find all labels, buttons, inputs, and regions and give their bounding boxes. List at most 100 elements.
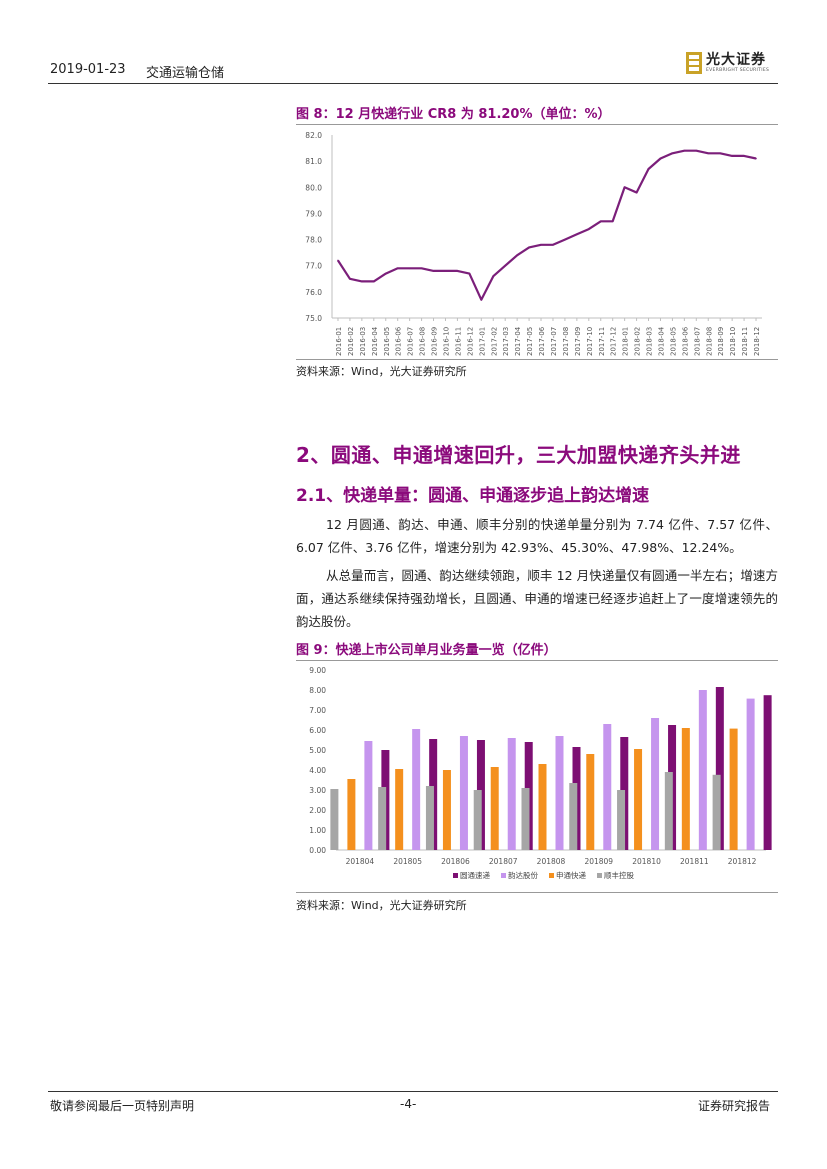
figure-9-top-rule	[296, 660, 778, 661]
x-tick-label: 2016-01	[335, 327, 343, 356]
footer-report-type: 证券研究报告	[698, 1099, 771, 1113]
bar-顺丰控股	[330, 789, 339, 850]
bar-申通快递	[442, 770, 451, 850]
cr8-data-point	[456, 270, 459, 272]
x-tick-label: 2017-11	[598, 327, 606, 356]
bar-韵达股份	[698, 690, 707, 850]
cr8-data-point	[337, 259, 339, 262]
x-tick-label: 2016-09	[431, 327, 439, 356]
legend-label: 圆通速递	[460, 870, 490, 880]
cr8-data-point	[623, 186, 626, 189]
x-tick-label: 201804	[346, 857, 375, 866]
y-tick-label: 6.00	[309, 726, 326, 735]
x-tick-label: 2018-07	[693, 327, 701, 356]
legend-swatch	[549, 873, 554, 878]
x-tick-label: 2017-07	[550, 327, 558, 356]
bar-顺丰控股	[569, 783, 578, 850]
bar-申通快递	[538, 764, 547, 850]
x-tick-label: 2016-02	[347, 327, 355, 356]
x-tick-label: 2018-02	[634, 327, 642, 356]
bar-顺丰控股	[425, 786, 434, 850]
cr8-data-point	[349, 277, 351, 280]
cr8-data-point	[384, 272, 387, 275]
cr8-data-point	[492, 275, 495, 277]
cr8-data-point	[361, 280, 363, 283]
legend-swatch	[453, 873, 458, 878]
x-tick-label: 201808	[537, 857, 566, 866]
x-tick-label: 2017-01	[478, 327, 486, 356]
legend-label: 顺丰控股	[604, 870, 634, 880]
legend-swatch	[501, 873, 506, 878]
bar-顺丰控股	[473, 790, 482, 850]
y-tick-label: 79.0	[305, 209, 322, 218]
x-tick-label: 2018-01	[622, 327, 630, 356]
x-tick-label: 201811	[680, 857, 709, 866]
cr8-data-point	[719, 152, 721, 155]
y-tick-label: 1.00	[309, 826, 326, 835]
x-tick-label: 2018-12	[753, 327, 761, 356]
cr8-data-point	[444, 270, 447, 272]
y-tick-label: 9.00	[309, 666, 326, 675]
bar-申通快递	[634, 749, 643, 850]
x-tick-label: 2018-11	[741, 327, 749, 356]
y-tick-label: 75.0	[305, 314, 322, 323]
cr8-data-point	[635, 191, 638, 194]
cr8-data-point	[683, 149, 686, 152]
x-tick-label: 2017-08	[562, 327, 570, 356]
cr8-data-point	[659, 157, 662, 160]
x-tick-label: 201810	[632, 857, 661, 866]
cr8-data-point	[599, 220, 602, 223]
bar-韵达股份	[412, 729, 421, 850]
logo-text-cn: 光大证券	[706, 51, 766, 68]
cr8-data-point	[588, 228, 590, 230]
x-tick-label: 2017-10	[586, 327, 594, 356]
footer-rule	[48, 1091, 778, 1092]
x-tick-label: 201807	[489, 857, 518, 866]
y-tick-label: 3.00	[309, 786, 326, 795]
x-tick-label: 201809	[584, 857, 613, 866]
y-tick-label: 8.00	[309, 686, 326, 695]
cr8-data-point	[611, 220, 614, 223]
x-tick-label: 2016-12	[466, 327, 474, 356]
x-tick-label: 2016-07	[407, 327, 415, 356]
bar-顺丰控股	[378, 787, 387, 850]
y-tick-label: 0.00	[309, 846, 326, 855]
paragraph-1: 12 月圆通、韵达、申通、顺丰分别的快递单量分别为 7.74 亿件、7.57 亿…	[296, 513, 778, 559]
bar-圆通速递	[715, 687, 724, 850]
y-tick-label: 77.0	[305, 262, 322, 271]
x-tick-label: 2018-09	[717, 327, 725, 356]
y-tick-label: 4.00	[309, 766, 326, 775]
y-tick-label: 76.0	[305, 288, 322, 297]
y-tick-label: 2.00	[309, 806, 326, 815]
cr8-data-point	[552, 244, 554, 246]
company-logo: 光大证券 EVERBRIGHT SECURITIES	[686, 52, 769, 74]
cr8-data-point	[671, 152, 674, 155]
cr8-data-point	[396, 267, 399, 270]
x-tick-label: 2016-06	[395, 326, 403, 356]
bar-韵达股份	[507, 738, 516, 850]
y-tick-label: 78.0	[305, 236, 322, 245]
x-tick-label: 2016-08	[419, 327, 427, 356]
bar-申通快递	[586, 754, 595, 850]
cr8-data-point	[528, 246, 530, 249]
cr8-data-point	[695, 149, 698, 152]
logo-text-en: EVERBRIGHT SECURITIES	[706, 67, 770, 73]
x-tick-label: 2017-09	[574, 327, 582, 356]
report-date: 2019-01-23	[50, 62, 126, 77]
cr8-data-point	[743, 155, 745, 157]
x-tick-label: 201806	[441, 857, 470, 866]
bar-申通快递	[729, 728, 738, 850]
figure-9-title: 图 9：快递上市公司单月业务量一览（亿件）	[296, 643, 557, 658]
bar-申通快递	[395, 769, 404, 850]
figure-8-bottom-rule	[296, 359, 778, 360]
volume-bar-chart: 0.00 1.00 2.00 3.00 4.00 5.00 6.00 7.00 8.00 9.00…	[309, 666, 772, 880]
paragraph-1-text: 12 月圆通、韵达、申通、顺丰分别的快递单量分别为 7.74 亿件、7.57 亿…	[296, 517, 778, 555]
cr8-data-point	[420, 267, 423, 270]
cr8-data-point	[516, 254, 518, 257]
x-tick-label: 2017-03	[502, 327, 510, 356]
y-tick-label: 81.0	[305, 157, 322, 166]
legend-label: 韵达股份	[508, 870, 538, 880]
cr8-data-point	[707, 152, 710, 155]
bar-顺丰控股	[617, 790, 626, 850]
bar-顺丰控股	[521, 788, 530, 850]
